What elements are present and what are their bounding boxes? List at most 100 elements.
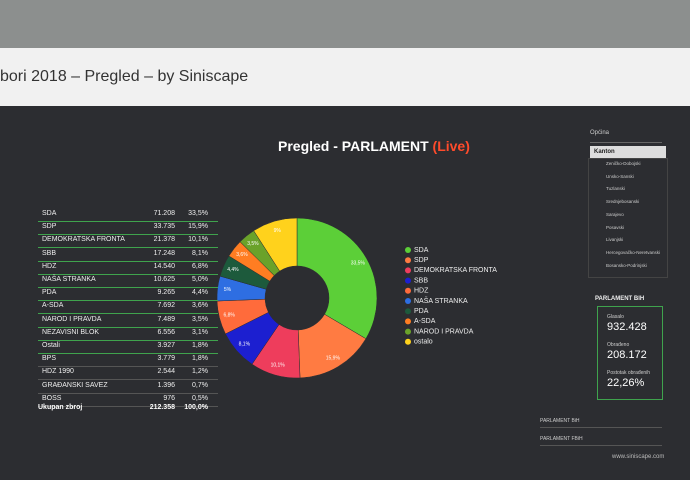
- stats-box: [597, 306, 663, 400]
- legend-marker: [405, 257, 411, 264]
- chart-title: Pregled - PARLAMENT (Live): [278, 138, 470, 154]
- dropdown-item[interactable]: Hercegovačko-Neretvanski: [606, 249, 661, 255]
- legend-marker: [405, 318, 411, 325]
- footer-link[interactable]: PARLAMENT FBiH: [540, 436, 662, 446]
- legend-marker: [405, 277, 411, 284]
- row-border: [38, 313, 218, 315]
- table-cell: Ostali: [42, 342, 60, 349]
- pie-slice: [253, 217, 298, 272]
- table-cell: 6,8%: [192, 262, 208, 270]
- stat-label: Obrađeno: [607, 342, 630, 348]
- table-cell: SDP: [42, 223, 57, 231]
- footer-link[interactable]: PARLAMENT BiH: [540, 418, 662, 428]
- stat-label: Postotak obrađenih: [607, 370, 651, 376]
- table-cell: NAŠA STRANKA: [42, 276, 96, 283]
- legend-label: ostalo: [414, 339, 433, 346]
- table-cell: NEZAVISNI BLOK: [42, 328, 100, 336]
- table-cell: 4,4%: [192, 289, 208, 297]
- legend-label: SBB: [414, 277, 428, 284]
- dropdown-item[interactable]: Sarajevo: [606, 211, 624, 217]
- table-cell: SBB: [42, 249, 57, 257]
- table-cell: BPS: [42, 355, 57, 363]
- row-border: [38, 339, 218, 341]
- table-cell: GRAĐANSKI SAVEZ: [42, 381, 108, 389]
- dropdown-item[interactable]: Bosansko-Podrinjski: [606, 262, 647, 268]
- legend-label: A-SDA: [414, 318, 436, 325]
- table-cell: HDZ: [42, 262, 57, 270]
- legend-label: SDA: [414, 247, 429, 254]
- table-cell: 3.927: [157, 342, 175, 349]
- row-border: [38, 221, 218, 222]
- subtitle: (Live): [432, 138, 470, 154]
- table-cell: 1,8%: [192, 355, 208, 363]
- table-cell: HDZ 1990: [42, 368, 74, 376]
- legend-label: DEMOKRATSKA FRONTA: [414, 267, 497, 274]
- table-cell: 17.248: [153, 249, 175, 257]
- table-total: Ukupan zbroj: [38, 404, 83, 411]
- row-border: [38, 273, 218, 275]
- legend-label: PDA: [414, 308, 429, 315]
- legend-label: SDP: [414, 257, 429, 264]
- dropdown-item[interactable]: Livanjski: [606, 237, 624, 243]
- slice-label: 33,5%: [351, 261, 366, 267]
- table-cell: 3,6%: [192, 302, 208, 310]
- dropdown-item[interactable]: Zeničko-Dobojski: [606, 161, 641, 166]
- dropdown-item[interactable]: Unsko-Sanski: [606, 173, 634, 179]
- slice-label: 15,9%: [326, 355, 341, 361]
- table-cell: PDA: [42, 289, 57, 297]
- row-border: [38, 300, 218, 302]
- table-cell: 10,1%: [188, 236, 208, 244]
- table-cell: 7.692: [157, 302, 175, 310]
- dropdown-item[interactable]: Posavski: [606, 224, 625, 230]
- table-cell: 9.265: [157, 289, 175, 297]
- row-border: [38, 326, 218, 328]
- slice-label: 3,5%: [247, 241, 259, 247]
- table-cell: 0,5%: [192, 394, 208, 402]
- row-border: [38, 234, 218, 236]
- row-border: [38, 405, 218, 407]
- stats-title: PARLAMENT BIH: [595, 296, 645, 302]
- row-border: [38, 353, 218, 354]
- footer-url: www.siniscape.com: [612, 454, 665, 460]
- dropdown-selected[interactable]: Kanton: [590, 146, 666, 158]
- table-cell: NAROD I PRAVDA: [42, 315, 102, 323]
- table-cell: 21.378: [153, 236, 175, 244]
- slice-label: 9%: [274, 228, 282, 234]
- table-cell: 976: [163, 394, 175, 402]
- title: Pregled - PARLAMENT: [278, 138, 429, 154]
- table-cell: 3,1%: [192, 328, 208, 336]
- table-cell: 5,0%: [192, 276, 208, 283]
- legend-marker: [405, 308, 411, 315]
- table-cell: 33,5%: [188, 210, 208, 217]
- table-cell: 8,1%: [192, 249, 208, 257]
- table-cell: 15,9%: [188, 223, 208, 231]
- sidebar-panel: [588, 158, 668, 278]
- slice-label: 10,1%: [271, 363, 286, 369]
- tab-title: bori 2018 – Pregled – by Siniscape: [0, 68, 249, 85]
- table-cell: 33.735: [153, 223, 175, 231]
- legend-marker: [405, 328, 411, 335]
- table-cell: SDA: [42, 210, 57, 217]
- table-cell: 6.556: [157, 328, 175, 336]
- background-wall: [0, 0, 690, 48]
- table-cell: 10.625: [153, 276, 175, 283]
- table-total: 212.358: [149, 404, 175, 411]
- row-border: [38, 366, 218, 368]
- legend-marker: [405, 338, 411, 345]
- dropdown-item[interactable]: Srednjebosanski: [606, 199, 640, 205]
- slice-label: 3,6%: [236, 252, 248, 258]
- table-cell: 2.544: [157, 368, 175, 376]
- legend-marker: [405, 298, 411, 304]
- table-cell: 0,7%: [192, 381, 208, 389]
- dropdown-item[interactable]: Tuzlanski: [606, 186, 625, 192]
- stat-value: 932.428: [607, 321, 647, 333]
- row-border: [38, 260, 218, 262]
- row-border: [38, 287, 218, 288]
- dropdown[interactable]: Općina: [590, 130, 662, 143]
- row-border: [38, 379, 218, 381]
- legend-label: HDZ: [414, 288, 429, 295]
- row-border: [38, 392, 218, 394]
- table-cell: 1,8%: [192, 342, 208, 349]
